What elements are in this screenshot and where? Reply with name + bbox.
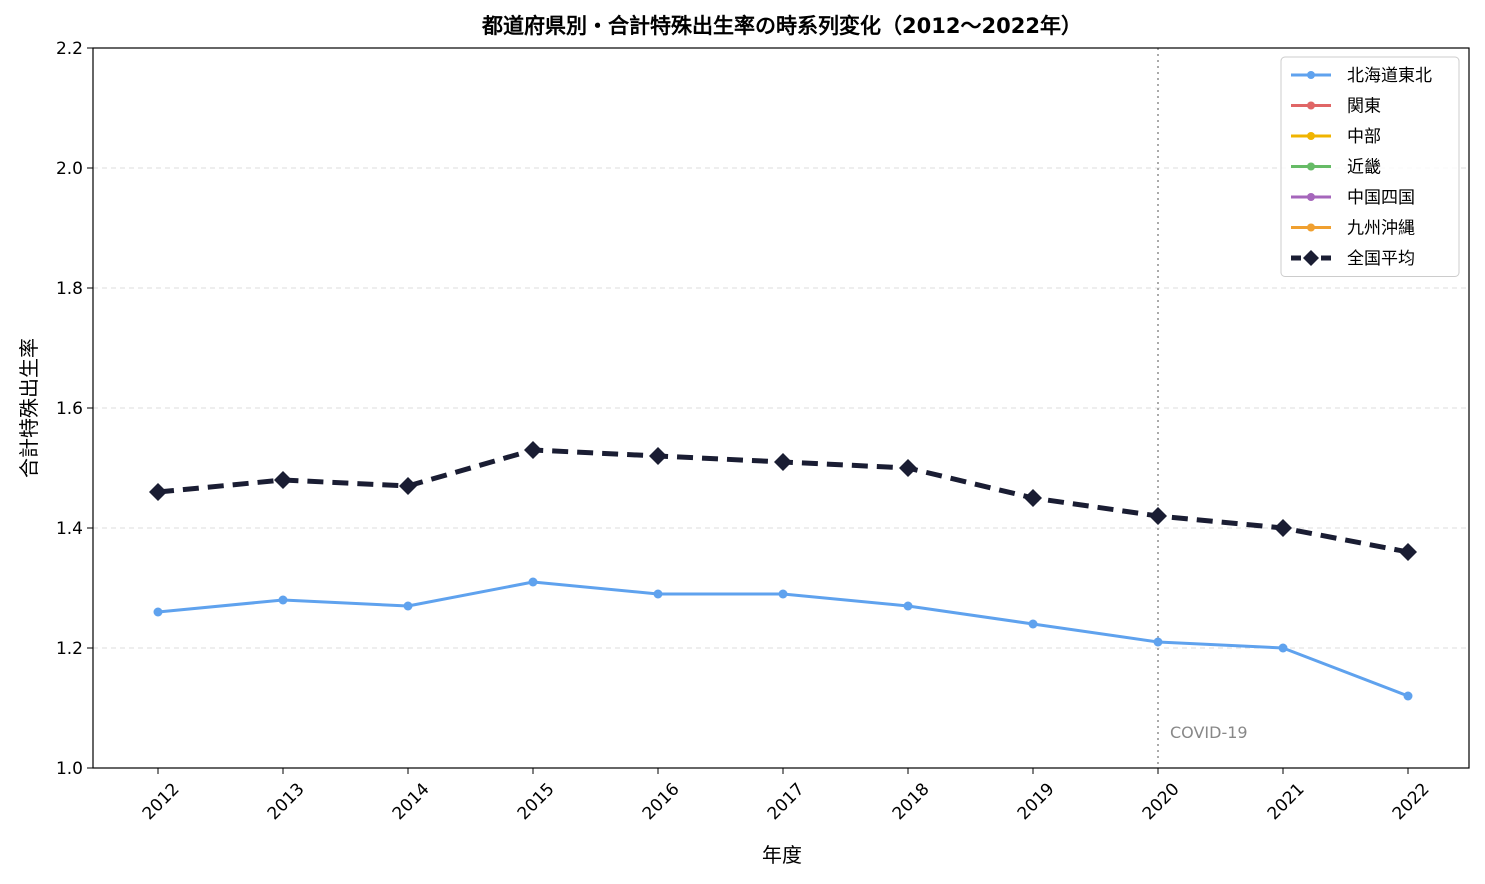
data-point	[1403, 691, 1413, 701]
data-point	[403, 601, 413, 611]
y-tick-label: 1.2	[56, 639, 83, 659]
data-point	[899, 459, 917, 477]
y-tick-label: 1.4	[56, 519, 83, 539]
legend-marker	[1303, 250, 1319, 266]
data-point	[903, 601, 913, 611]
x-tick-label: 2017	[764, 779, 809, 824]
data-point	[153, 607, 163, 617]
data-point	[1149, 507, 1167, 525]
legend-label: 中国四国	[1347, 188, 1415, 208]
data-point	[1399, 543, 1417, 561]
x-axis: 2012 2013 2014 2015 2016 2017 2018 2019 2020 2021…	[139, 768, 1434, 824]
data-point	[778, 589, 788, 599]
legend-label: 近畿	[1347, 158, 1381, 178]
data-point	[1028, 619, 1038, 629]
legend-label: 全国平均	[1347, 249, 1415, 269]
legend-label: 関東	[1347, 97, 1381, 117]
legend-marker	[1307, 162, 1315, 171]
legend-marker	[1307, 193, 1315, 201]
data-point	[653, 589, 663, 599]
data-point	[1024, 489, 1042, 507]
legend-box	[1280, 56, 1460, 277]
x-tick-label: 2016	[639, 779, 684, 824]
y-tick-label: 2.2	[56, 39, 83, 59]
x-tick-label: 2015	[514, 779, 559, 824]
data-point	[1153, 637, 1163, 647]
data-point	[528, 577, 538, 587]
x-tick-label: 2019	[1014, 779, 1059, 824]
data-point	[1278, 643, 1288, 653]
data-point	[278, 595, 288, 605]
legend-marker	[1307, 223, 1315, 232]
x-axis-label: 年度	[762, 843, 802, 867]
x-tick-label: 2022	[1389, 779, 1434, 824]
y-tick-label: 1.6	[56, 399, 83, 419]
y-tick-label: 2.0	[56, 159, 83, 179]
y-axis-label: 合計特殊出生率	[17, 338, 41, 478]
x-tick-label: 2013	[264, 779, 309, 824]
x-tick-label: 2012	[139, 779, 184, 824]
y-axis: 1.0 1.2 1.4 1.6 1.8 2.0 2.2	[56, 39, 93, 779]
legend-marker	[1307, 132, 1315, 140]
x-tick-label: 2021	[1264, 779, 1309, 824]
data-point	[524, 441, 542, 459]
x-tick-label: 2018	[889, 779, 934, 824]
data-point	[1274, 519, 1292, 537]
y-tick-label: 1.0	[56, 759, 83, 779]
data-point	[649, 447, 667, 465]
grid-lines	[93, 167, 1469, 649]
legend-marker	[1307, 101, 1315, 110]
legend-marker	[1307, 71, 1315, 79]
data-point	[274, 471, 292, 489]
y-tick-label: 1.8	[56, 279, 83, 299]
chart-title: 都道府県別・合計特殊出生率の時系列変化（2012〜2022年）	[481, 14, 1082, 38]
series-line	[157, 580, 1409, 698]
x-tick-label: 2014	[389, 779, 434, 824]
covid-annotation-label: COVID-19	[1170, 723, 1248, 742]
data-point	[774, 453, 792, 471]
annotation-layer: COVID-19	[1157, 48, 1248, 768]
legend-label: 中部	[1347, 127, 1381, 147]
legend-label: 九州沖縄	[1347, 219, 1415, 239]
series-layer	[149, 441, 1417, 701]
data-point	[399, 477, 417, 495]
data-point	[149, 483, 167, 501]
x-tick-label: 2020	[1139, 779, 1184, 824]
legend-label: 北海道東北	[1347, 66, 1432, 86]
